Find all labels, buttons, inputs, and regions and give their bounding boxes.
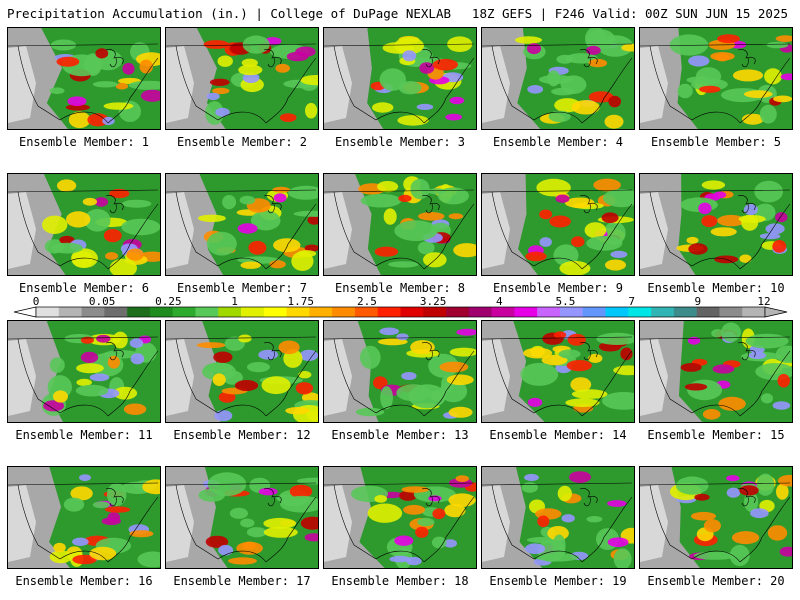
- colorbar-swatch: [628, 307, 652, 317]
- ensemble-member-label: Ensemble Member: 13: [331, 428, 469, 442]
- ensemble-member-map: [7, 173, 161, 276]
- colorbar-swatch: [400, 307, 424, 317]
- ensemble-member-map: [481, 466, 635, 569]
- colorbar-max-arrow: [764, 306, 788, 318]
- ensemble-member-label: Ensemble Member: 9: [492, 281, 624, 295]
- colorbar-swatch: [241, 307, 265, 317]
- colorbar-tick-label: 12: [757, 295, 771, 308]
- colorbar-tick-label: 1.75: [287, 295, 314, 308]
- colorbar-tick-label: 7: [628, 295, 635, 308]
- ensemble-member-label: Ensemble Member: 6: [18, 281, 150, 295]
- colorbar-swatch: [446, 307, 470, 317]
- ensemble-member-label: Ensemble Member: 20: [647, 574, 785, 588]
- ensemble-member-map: [481, 173, 635, 276]
- colorbar-swatch: [58, 307, 82, 317]
- colorbar-swatch: [127, 307, 151, 317]
- colorbar-tick-label: 5.5: [555, 295, 576, 308]
- colorbar-tick-label: 3.25: [419, 295, 447, 308]
- colorbar-tick-label: 1: [231, 295, 238, 308]
- header: Precipitation Accumulation (in.) | Colle…: [0, 0, 800, 24]
- ensemble-member-map: [7, 466, 161, 569]
- ensemble-member-map: [639, 320, 793, 423]
- ensemble-member-label: Ensemble Member: 16: [15, 574, 153, 588]
- ensemble-member-label: Ensemble Member: 17: [173, 574, 311, 588]
- ensemble-member-map: [639, 27, 793, 130]
- colorbar-tick-labels: 0 0.05 0.25 1 1.75 2.5 3.25 4 5.5 7 9 12: [0, 296, 800, 308]
- colorbar-swatch: [332, 307, 356, 317]
- ensemble-member-label: Ensemble Member: 10: [647, 281, 785, 295]
- ensemble-member-map: [165, 466, 319, 569]
- colorbar-swatch: [605, 307, 629, 317]
- colorbar-tick-label: 0: [32, 295, 40, 308]
- ensemble-member-label: Ensemble Member: 12: [173, 428, 311, 442]
- colorbar-swatch: [218, 307, 242, 317]
- colorbar-swatch: [36, 307, 60, 317]
- ensemble-member-map: [7, 320, 161, 423]
- colorbar-tick-label: 9: [694, 295, 702, 308]
- colorbar-swatch: [172, 307, 196, 317]
- ensemble-member-label: Ensemble Member: 2: [176, 135, 308, 149]
- colorbar-tick-label: 2.5: [356, 295, 377, 308]
- ensemble-member-label: Ensemble Member: 1: [18, 135, 150, 149]
- ensemble-member-map: [639, 173, 793, 276]
- colorbar-tick-label: 0.05: [88, 295, 116, 308]
- colorbar-swatch: [719, 307, 743, 317]
- ensemble-member-label: Ensemble Member: 5: [650, 135, 782, 149]
- colorbar-swatch: [537, 307, 561, 317]
- colorbar-swatch: [423, 307, 447, 317]
- ensemble-member-label: Ensemble Member: 14: [489, 428, 627, 442]
- colorbar-swatch: [514, 307, 538, 317]
- map-title: Precipitation Accumulation (in.) | Colle…: [7, 6, 452, 21]
- ensemble-member-label: Ensemble Member: 3: [334, 135, 466, 149]
- colorbar-swatch: [81, 307, 105, 317]
- colorbar-swatch: [742, 307, 766, 317]
- ensemble-member-label: Ensemble Member: 4: [492, 135, 624, 149]
- ensemble-member-map: [165, 173, 319, 276]
- colorbar-swatch: [263, 307, 287, 317]
- ensemble-member-label: Ensemble Member: 15: [647, 428, 785, 442]
- ensemble-member-label: Ensemble Member: 19: [489, 574, 627, 588]
- ensemble-member-map: [481, 27, 635, 130]
- colorbar-swatch: [491, 307, 515, 317]
- ensemble-member-map: [323, 466, 477, 569]
- ensemble-member-map: [481, 320, 635, 423]
- colorbar-swatch: [468, 307, 492, 317]
- colorbar-tick-label: 0.25: [155, 295, 182, 308]
- colorbar-swatch: [673, 307, 697, 317]
- ensemble-member-label: Ensemble Member: 8: [334, 281, 466, 295]
- ensemble-member-map: [323, 173, 477, 276]
- colorbar-swatch: [286, 307, 310, 317]
- colorbar-min-arrow: [13, 306, 37, 318]
- colorbar-swatch: [582, 307, 606, 317]
- colorbar-swatch: [377, 307, 401, 317]
- ensemble-member-label: Ensemble Member: 7: [176, 281, 308, 295]
- ensemble-member-map: [323, 320, 477, 423]
- colorbar-swatch: [195, 307, 219, 317]
- ensemble-member-map: [639, 466, 793, 569]
- colorbar-tick-label: 4: [495, 295, 503, 308]
- colorbar-swatch: [104, 307, 128, 317]
- colorbar-swatch: [149, 307, 173, 317]
- ensemble-member-map: [165, 27, 319, 130]
- ensemble-member-label: Ensemble Member: 18: [331, 574, 469, 588]
- colorbar-swatch: [696, 307, 720, 317]
- precipitation-colorbar: [13, 306, 788, 318]
- ensemble-member-map: [165, 320, 319, 423]
- colorbar-swatch: [651, 307, 675, 317]
- ensemble-member-map: [7, 27, 161, 130]
- colorbar-swatch: [354, 307, 379, 317]
- ensemble-member-label: Ensemble Member: 11: [15, 428, 153, 442]
- colorbar-swatch: [559, 307, 584, 317]
- colorbar-swatch: [309, 307, 333, 317]
- run-info: 18Z GEFS | F246 Valid: 00Z SUN JUN 15 20…: [471, 6, 788, 21]
- ensemble-member-map: [323, 27, 477, 130]
